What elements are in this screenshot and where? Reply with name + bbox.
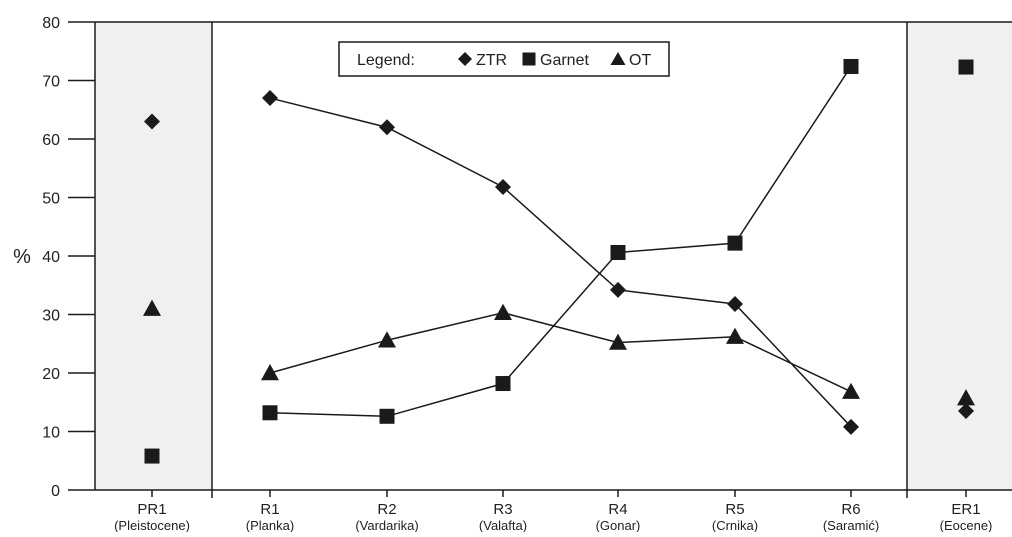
y-tick-label-30: 30 (42, 308, 60, 325)
x-tick-label-r6: R6 (841, 501, 860, 518)
point-garnet-r2 (379, 408, 395, 424)
y-tick-label-80: 80 (42, 15, 60, 32)
series-line-garnet (269, 66, 852, 418)
point-ztr-r4 (610, 281, 626, 298)
point-ot-r6 (842, 382, 860, 399)
point-ztr-r6 (843, 418, 859, 435)
point-ztr-r3 (495, 178, 511, 195)
point-ot-r5 (726, 327, 744, 344)
point-ot-r2 (378, 331, 396, 348)
legend-marker-garnet (522, 52, 536, 66)
point-garnet-r6 (843, 58, 859, 74)
x-tick-label-r1: R1 (260, 501, 279, 518)
point-garnet-r4 (610, 244, 626, 260)
series-line-ot (269, 311, 852, 393)
right-shaded-panel (907, 22, 1012, 490)
point-garnet-pr1 (144, 448, 160, 464)
x-tick-sublabel-er1: (Eocene) (940, 518, 993, 532)
x-tick-sublabel-r3: (Valafta) (479, 518, 527, 532)
y-axis-label: % (13, 246, 31, 268)
y-tick-label-40: 40 (42, 249, 60, 266)
legend-title: Legend: (357, 52, 415, 69)
x-tick-label-er1: ER1 (951, 501, 980, 518)
y-tick-label-20: 20 (42, 366, 60, 383)
y-tick-label-10: 10 (42, 425, 60, 442)
point-ot-pr1 (143, 299, 161, 316)
x-tick-sublabel-r5: (Crnika) (712, 518, 758, 532)
x-tick-label-pr1: PR1 (137, 501, 166, 518)
x-tick-sublabel-pr1: (Pleistocene) (114, 518, 190, 532)
point-garnet-r1 (262, 405, 278, 421)
x-tick-label-r5: R5 (725, 501, 744, 518)
point-ot-r4 (609, 333, 627, 350)
left-shaded-panel (95, 22, 212, 490)
x-tick-label-r4: R4 (608, 501, 627, 518)
x-tick-label-r2: R2 (377, 501, 396, 518)
x-tick-sublabel-r4: (Gonar) (596, 518, 641, 532)
point-ztr-pr1 (144, 113, 160, 130)
legend-label-garnet: Garnet (540, 52, 589, 69)
point-garnet-er1 (958, 59, 974, 75)
legend-marker-ztr (458, 52, 472, 66)
point-ztr-r2 (379, 119, 395, 136)
legend-marker-ot (610, 52, 626, 65)
y-tick-label-50: 50 (42, 191, 60, 208)
point-garnet-r3 (495, 376, 511, 392)
point-ot-r1 (261, 364, 279, 381)
y-tick-label-0: 0 (51, 483, 60, 500)
legend-label-ot: OT (629, 52, 651, 69)
y-tick-label-60: 60 (42, 132, 60, 149)
point-ztr-er1 (958, 403, 974, 420)
point-ot-r3 (494, 303, 512, 320)
x-tick-sublabel-r1: (Planka) (246, 518, 294, 532)
x-tick-label-r3: R3 (493, 501, 512, 518)
x-tick-sublabel-r2: (Vardarika) (355, 518, 418, 532)
point-ztr-r5 (727, 295, 743, 312)
legend-label-ztr: ZTR (476, 52, 507, 69)
point-ot-er1 (957, 389, 975, 406)
series-line-ztr (269, 97, 852, 428)
point-ztr-r1 (262, 90, 278, 107)
x-tick-sublabel-r6: (Saramić) (823, 518, 879, 532)
y-tick-label-70: 70 (42, 74, 60, 91)
point-garnet-r5 (727, 235, 743, 251)
